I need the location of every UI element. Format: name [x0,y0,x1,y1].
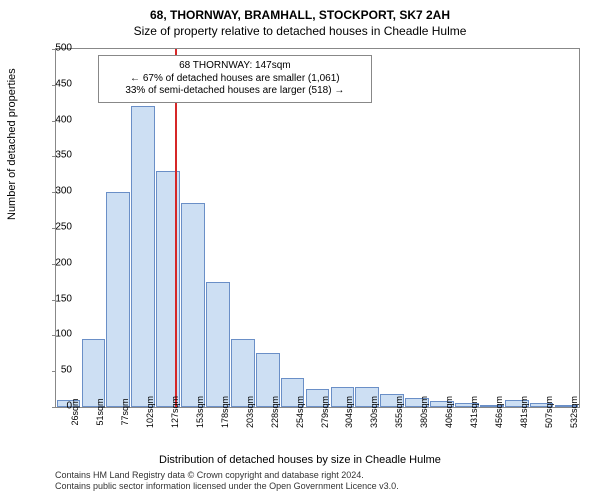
xtick-label: 127sqm [170,396,180,428]
ytick-label: 0 [42,401,72,412]
ytick-label: 200 [42,257,72,268]
xtick-label: 77sqm [120,398,130,425]
xtick-label: 532sqm [569,396,579,428]
plot-area: 68 THORNWAY: 147sqm← 67% of detached hou… [55,48,580,408]
xtick-label: 26sqm [70,398,80,425]
xtick-label: 51sqm [95,398,105,425]
xtick-label: 456sqm [494,396,504,428]
ytick-label: 400 [42,114,72,125]
chart-container: 68, THORNWAY, BRAMHALL, STOCKPORT, SK7 2… [0,0,600,500]
histogram-bar [206,282,230,407]
ytick-label: 100 [42,329,72,340]
xtick-label: 481sqm [519,396,529,428]
attribution-line2: Contains public sector information licen… [55,481,399,492]
ytick-label: 50 [42,365,72,376]
xtick-label: 228sqm [270,396,280,428]
annot-line3: 33% of semi-detached houses are larger (… [105,85,365,98]
xtick-label: 102sqm [145,396,155,428]
ytick-label: 350 [42,150,72,161]
attribution: Contains HM Land Registry data © Crown c… [55,470,399,492]
ytick-label: 150 [42,293,72,304]
annot-line1: 68 THORNWAY: 147sqm [105,60,365,73]
ytick-label: 250 [42,222,72,233]
xtick-label: 279sqm [320,396,330,428]
histogram-bar [82,339,106,407]
annotation-box: 68 THORNWAY: 147sqm← 67% of detached hou… [98,55,372,103]
xtick-label: 178sqm [220,396,230,428]
xtick-label: 355sqm [394,396,404,428]
xtick-label: 254sqm [295,396,305,428]
histogram-bar [131,106,155,407]
ytick-label: 450 [42,78,72,89]
histogram-bar [181,203,205,407]
xtick-label: 431sqm [469,396,479,428]
xtick-label: 380sqm [419,396,429,428]
y-axis-label: Number of detached properties [6,68,18,220]
ytick-label: 300 [42,186,72,197]
title-sub: Size of property relative to detached ho… [0,22,600,38]
reference-line [175,49,177,407]
xtick-label: 406sqm [444,396,454,428]
xtick-label: 153sqm [195,396,205,428]
title-main: 68, THORNWAY, BRAMHALL, STOCKPORT, SK7 2… [0,0,600,22]
xtick-label: 304sqm [344,396,354,428]
x-axis-label: Distribution of detached houses by size … [0,454,600,466]
attribution-line1: Contains HM Land Registry data © Crown c… [55,470,399,481]
xtick-label: 330sqm [369,396,379,428]
histogram-bar [106,192,130,407]
ytick-label: 500 [42,43,72,54]
xtick-label: 507sqm [544,396,554,428]
annot-line2: ← 67% of detached houses are smaller (1,… [105,73,365,86]
xtick-label: 203sqm [245,396,255,428]
